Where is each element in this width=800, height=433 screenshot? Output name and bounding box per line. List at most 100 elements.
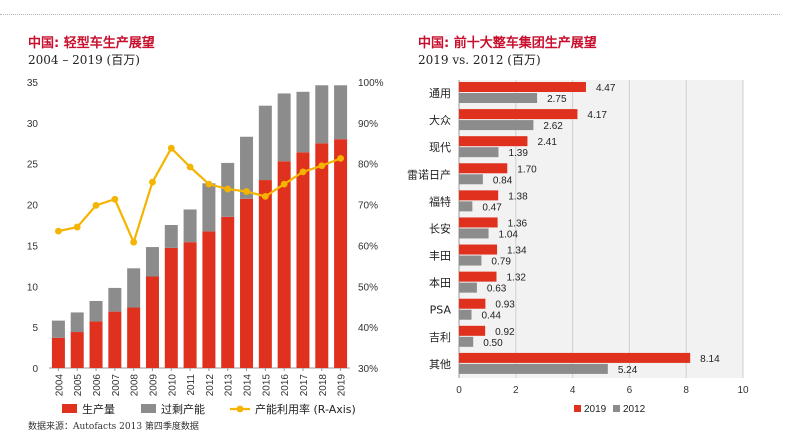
- utilization-point: [55, 227, 62, 235]
- bar-2012: [459, 201, 473, 212]
- x-tick-label: 0: [456, 385, 462, 396]
- bar-2019: [459, 109, 578, 120]
- legend-swatch-2012: [613, 405, 620, 412]
- left-chart-title: 中国: 轻型车生产展望: [28, 36, 155, 51]
- legend-label-2012: 2012: [623, 404, 646, 415]
- bar-2012: [459, 93, 538, 103]
- utilization-point: [299, 168, 307, 176]
- legend-label-utilization: 产能利用率 (R-Axis): [255, 402, 356, 416]
- utilization-point: [280, 180, 288, 188]
- x-tick-label: 4: [570, 385, 576, 396]
- bar-overcapacity: [70, 312, 84, 333]
- bar-2019: [459, 82, 586, 92]
- source-note: 数据来源：Autofacts 2013 第四季度数据: [28, 422, 199, 432]
- utilization-point: [92, 201, 100, 209]
- x-tick-label: 2014: [243, 374, 254, 397]
- bar-overcapacity: [315, 85, 329, 144]
- bar-production: [145, 276, 159, 368]
- right-chart-subtitle: 2019 vs. 2012 (百万): [418, 53, 541, 67]
- right-y-tick-label: 100%: [358, 78, 384, 89]
- x-tick-label: 2007: [111, 374, 122, 397]
- bar-2019: [459, 271, 497, 282]
- x-tick-label: 2011: [186, 374, 197, 396]
- utilization-point: [205, 180, 213, 188]
- bar-2019: [459, 190, 499, 201]
- bar-overcapacity: [108, 287, 122, 312]
- legend-swatch-production: [62, 404, 77, 413]
- bar-2019: [459, 217, 498, 228]
- data-label-2019: 4.47: [596, 83, 616, 94]
- right-y-tick-label: 80%: [358, 160, 378, 171]
- bar-2012: [459, 336, 474, 347]
- left-y-tick-label: 20: [27, 201, 39, 212]
- right-y-tick-label: 70%: [358, 201, 378, 212]
- bar-overcapacity: [51, 320, 65, 338]
- bar-production: [51, 337, 65, 368]
- bar-production: [108, 311, 122, 368]
- x-tick-label: 2017: [299, 374, 310, 397]
- data-label-2019: 1.70: [517, 164, 537, 175]
- data-label-2012: 5.24: [618, 365, 638, 376]
- right-y-tick-label: 50%: [358, 282, 378, 293]
- bar-production: [334, 139, 348, 368]
- utilization-point: [224, 185, 232, 193]
- legend-label-overcapacity: 过剩产能: [161, 402, 205, 416]
- utilization-point: [149, 178, 156, 186]
- x-tick-label: 8: [683, 385, 689, 396]
- data-label-2019: 0.92: [495, 327, 515, 338]
- data-label-2012: 0.47: [482, 202, 502, 213]
- right-chart-title: 中国: 前十大整车集团生产展望: [418, 36, 597, 51]
- x-tick-label: 10: [737, 385, 749, 396]
- x-tick-label: 2008: [130, 374, 141, 397]
- left-y-tick-label: 30: [27, 119, 39, 130]
- x-tick-label: 2016: [280, 374, 291, 397]
- legend-swatch-overcapacity: [141, 404, 156, 413]
- data-label-2012: 0.44: [481, 311, 501, 322]
- bar-2019: [459, 244, 498, 255]
- data-label-2012: 1.39: [508, 148, 528, 159]
- x-tick-label: 2010: [167, 374, 178, 397]
- utilization-point: [186, 163, 194, 171]
- category-label: 福特: [429, 194, 451, 208]
- x-tick-label: 2009: [148, 374, 159, 397]
- bar-production: [277, 161, 291, 368]
- right-y-tick-label: 40%: [358, 323, 378, 334]
- data-label-2019: 1.32: [506, 273, 526, 284]
- bar-production: [296, 152, 310, 368]
- right-y-tick-label: 90%: [358, 119, 378, 130]
- legend-marker-utilization: [236, 405, 244, 413]
- category-label: 其他: [429, 358, 451, 371]
- bar-production: [183, 242, 197, 368]
- utilization-point: [261, 193, 269, 200]
- top-divider: [0, 14, 780, 15]
- bar-overcapacity: [89, 300, 103, 322]
- bar-production: [164, 247, 178, 368]
- bar-production: [89, 321, 103, 368]
- bar-production: [202, 231, 216, 368]
- bar-overcapacity: [258, 105, 272, 181]
- bar-production: [221, 216, 235, 368]
- bar-production: [240, 198, 254, 368]
- utilization-point: [111, 195, 119, 203]
- bar-2019: [459, 298, 486, 309]
- bar-overcapacity: [145, 247, 159, 277]
- bar-overcapacity: [202, 183, 216, 232]
- bar-2012: [459, 282, 477, 293]
- bar-overcapacity: [277, 93, 291, 162]
- bar-production: [315, 143, 329, 368]
- data-label-2019: 1.38: [508, 191, 528, 202]
- x-tick-label: 2018: [318, 374, 329, 397]
- category-label: 大众: [429, 113, 451, 127]
- bar-overcapacity: [334, 85, 348, 140]
- x-tick-label: 2015: [261, 374, 272, 397]
- data-label-2019: 0.93: [495, 300, 515, 311]
- bar-2019: [459, 352, 691, 363]
- legend-label-production: 生产量: [82, 402, 115, 416]
- utilization-line: [58, 146, 341, 246]
- right-y-tick-label: 30%: [358, 364, 378, 375]
- bar-2012: [459, 147, 499, 158]
- data-label-2019: 8.14: [700, 354, 720, 365]
- bar-production: [70, 332, 84, 368]
- bar-production: [127, 307, 141, 368]
